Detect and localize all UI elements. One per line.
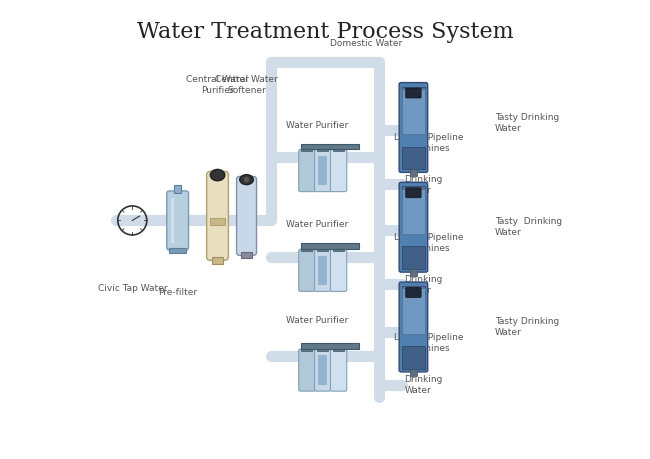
Bar [302, 144, 359, 149]
Bar [169, 248, 187, 253]
FancyBboxPatch shape [406, 88, 421, 98]
Text: Water Treatment Process System: Water Treatment Process System [136, 21, 514, 43]
Bar [318, 355, 327, 385]
Text: Drinking
Water: Drinking Water [404, 375, 443, 395]
FancyBboxPatch shape [406, 188, 421, 198]
Bar [174, 185, 181, 193]
Text: Tasty  Drinking
Water: Tasty Drinking Water [495, 217, 562, 237]
Ellipse shape [240, 174, 254, 185]
Text: Tasty Drinking
Water: Tasty Drinking Water [495, 113, 559, 133]
Bar [171, 198, 174, 243]
Text: Civic Tap Water: Civic Tap Water [98, 284, 167, 293]
Bar [402, 286, 424, 297]
FancyBboxPatch shape [315, 349, 331, 391]
Text: Water Purifier: Water Purifier [287, 121, 348, 130]
Text: Water Purifier: Water Purifier [287, 220, 348, 230]
FancyBboxPatch shape [315, 249, 331, 291]
Text: Luxury Pipeline
Machines: Luxury Pipeline Machines [394, 133, 463, 153]
FancyBboxPatch shape [330, 349, 346, 391]
Bar [402, 189, 424, 234]
Bar [302, 243, 359, 249]
FancyBboxPatch shape [330, 249, 346, 291]
FancyBboxPatch shape [406, 287, 421, 297]
Text: Luxury Pipeline
Machines: Luxury Pipeline Machines [394, 233, 463, 253]
Bar [402, 246, 424, 269]
Bar [402, 186, 424, 198]
Ellipse shape [211, 169, 225, 181]
FancyBboxPatch shape [207, 172, 228, 260]
Bar [402, 346, 424, 369]
Text: Water Purifier: Water Purifier [287, 316, 348, 325]
Text: Central Water
Softener: Central Water Softener [215, 75, 278, 95]
Text: Central Water
Purifier: Central Water Purifier [186, 75, 249, 95]
Bar [410, 169, 417, 176]
FancyBboxPatch shape [399, 182, 428, 272]
FancyBboxPatch shape [315, 150, 331, 192]
Text: Pre-filter: Pre-filter [158, 288, 197, 297]
FancyBboxPatch shape [330, 150, 346, 192]
FancyBboxPatch shape [299, 349, 315, 391]
Bar [402, 89, 424, 134]
Bar [317, 147, 328, 151]
FancyBboxPatch shape [237, 176, 257, 255]
Text: Drinking
Water: Drinking Water [404, 175, 443, 195]
Bar [410, 369, 417, 375]
FancyBboxPatch shape [399, 282, 428, 372]
Bar [212, 257, 224, 263]
Bar [402, 288, 424, 334]
Bar [302, 246, 312, 251]
Bar [402, 87, 424, 98]
Bar [318, 156, 327, 185]
FancyBboxPatch shape [299, 249, 315, 291]
FancyBboxPatch shape [299, 150, 315, 192]
Bar [317, 346, 328, 351]
Text: Domestic Water: Domestic Water [330, 39, 402, 48]
Bar [302, 346, 312, 351]
Text: Tasty Drinking
Water: Tasty Drinking Water [495, 317, 559, 337]
Bar [410, 269, 417, 276]
Bar [333, 147, 344, 151]
FancyBboxPatch shape [399, 83, 428, 173]
Circle shape [243, 176, 250, 183]
Bar [402, 146, 424, 169]
Bar [211, 218, 225, 225]
Bar [302, 343, 359, 348]
Bar [317, 246, 328, 251]
FancyBboxPatch shape [167, 191, 188, 250]
Text: Luxury Pipeline
Machines: Luxury Pipeline Machines [394, 333, 463, 353]
Text: Drinking
Water: Drinking Water [404, 275, 443, 295]
Bar [302, 147, 312, 151]
Bar [333, 346, 344, 351]
Bar [241, 252, 252, 257]
Bar [318, 256, 327, 285]
Bar [333, 246, 344, 251]
